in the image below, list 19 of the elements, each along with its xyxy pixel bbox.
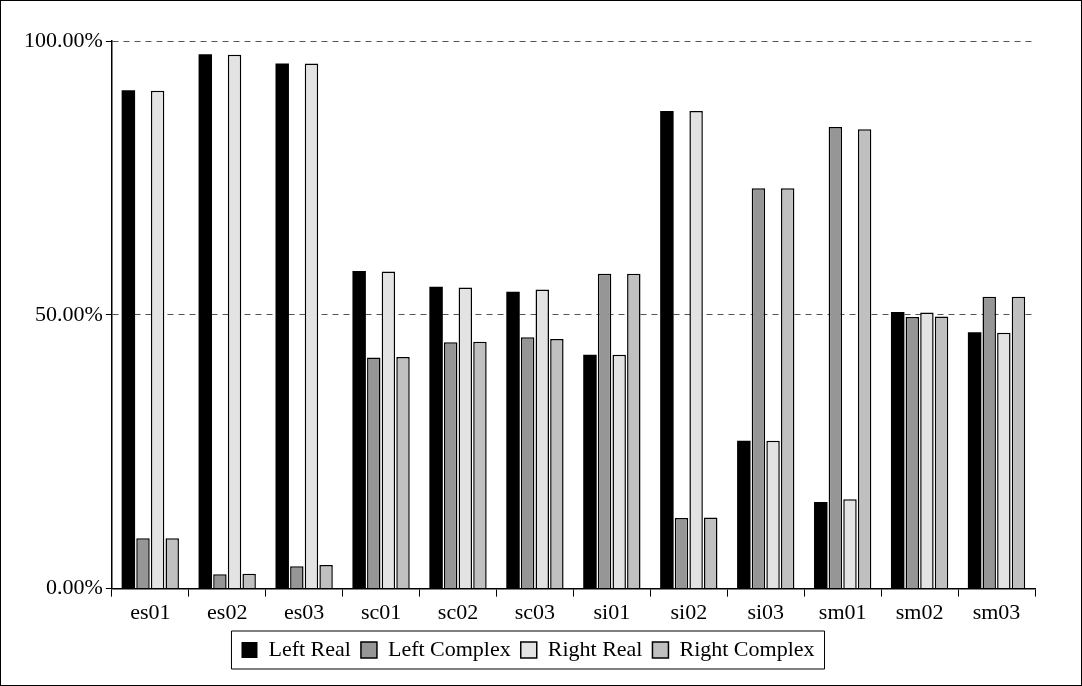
x-tick-label: es02 xyxy=(207,598,248,624)
legend-label: Right Real xyxy=(547,635,643,661)
x-tick-label: si02 xyxy=(670,598,708,624)
legend-label: Left Complex xyxy=(387,635,511,661)
legend-label: Right Complex xyxy=(679,635,815,661)
x-tick-label: sc02 xyxy=(437,598,479,624)
x-tick-label: es01 xyxy=(130,598,171,624)
x-tick-label: sm01 xyxy=(818,598,867,624)
x-tick-label: sm03 xyxy=(972,598,1021,624)
x-tick-label: si03 xyxy=(747,598,785,624)
x-tick-label: es03 xyxy=(283,598,325,624)
y-tick-label: 50.00% xyxy=(35,300,103,326)
legend-label: Left Real xyxy=(268,635,351,661)
x-tick-label: sc03 xyxy=(514,598,556,624)
y-tick-label: 100.00% xyxy=(24,26,103,52)
y-tick-label: 0.00% xyxy=(46,574,103,600)
x-tick-label: sm02 xyxy=(895,598,944,624)
x-tick-label: si01 xyxy=(593,598,631,624)
x-tick-label: sc01 xyxy=(360,598,402,624)
